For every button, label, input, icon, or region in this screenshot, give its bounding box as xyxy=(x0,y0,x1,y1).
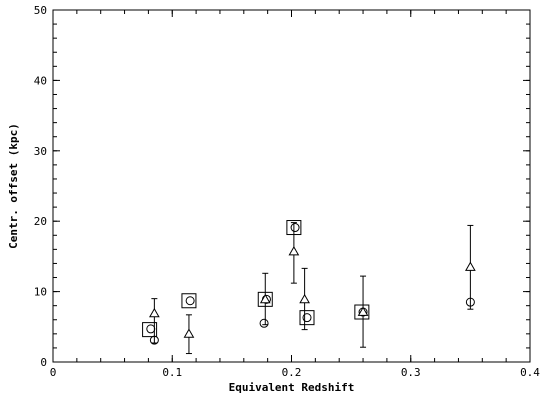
axis-ticks xyxy=(52,9,531,363)
x-tick-label: 0.1 xyxy=(162,366,182,379)
triangle-point xyxy=(149,307,160,318)
triangle-point xyxy=(465,261,476,271)
square-point xyxy=(181,293,197,309)
square-point xyxy=(354,304,370,320)
x-axis-label: Equivalent Redshift xyxy=(229,381,355,394)
data-marks xyxy=(142,220,476,355)
square-point xyxy=(142,322,158,338)
x-tick-label: 0.4 xyxy=(520,366,540,379)
x-tick-label: 0.2 xyxy=(282,366,302,379)
triangle-point xyxy=(299,293,310,304)
y-axis-label: Centr. offset (kpc) xyxy=(7,123,20,249)
triangle-point xyxy=(183,328,195,338)
y-tick-label: 20 xyxy=(34,215,47,228)
axis-tick-labels: 0 0.1 0.2 0.3 0.4 0 10 20 30 40 50 xyxy=(34,4,541,379)
circle-point xyxy=(290,223,300,233)
square-point xyxy=(257,291,273,307)
circle-point xyxy=(185,296,195,306)
triangle-point xyxy=(288,245,300,256)
y-tick-label: 50 xyxy=(34,4,47,17)
circle-point xyxy=(259,318,269,328)
x-tick-label: 0 xyxy=(50,366,57,379)
x-tick-label: 0.3 xyxy=(401,366,421,379)
y-tick-label: 0 xyxy=(40,356,47,369)
plot-frame xyxy=(52,9,531,363)
square-point xyxy=(299,310,315,326)
square-point xyxy=(286,220,302,236)
triangle-point xyxy=(357,306,369,316)
circle-point xyxy=(146,324,156,334)
y-tick-label: 10 xyxy=(34,286,47,299)
triangle-point xyxy=(259,293,271,304)
y-tick-label: 30 xyxy=(34,145,47,158)
y-tick-label: 40 xyxy=(34,74,47,87)
